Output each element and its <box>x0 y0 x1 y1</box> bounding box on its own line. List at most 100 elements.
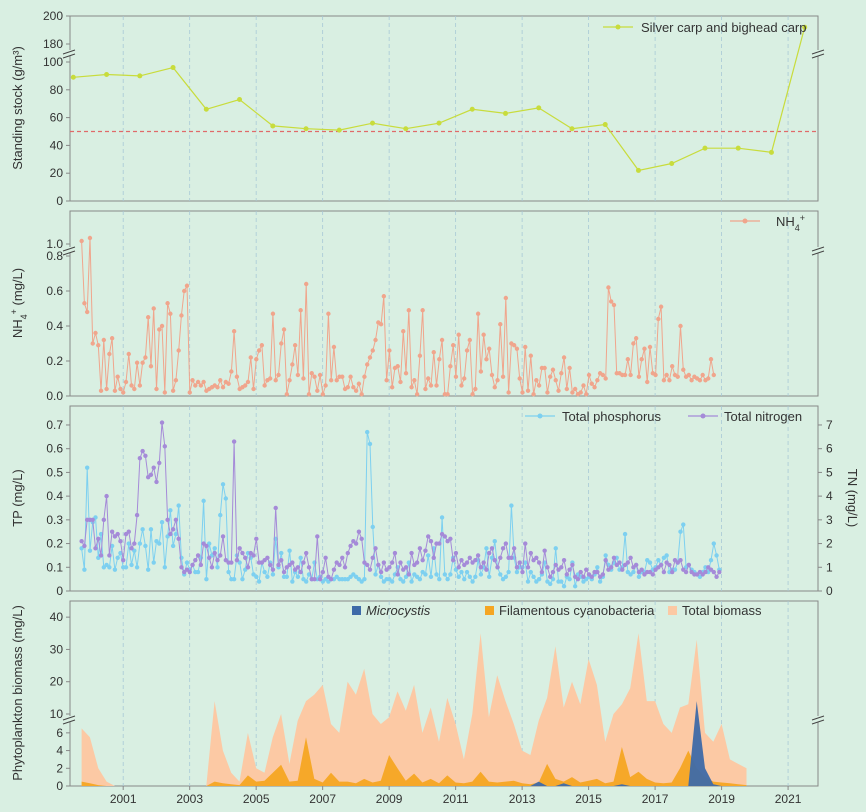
nh4-point <box>190 378 195 383</box>
tp-point <box>462 576 467 582</box>
tp-point <box>567 576 572 582</box>
tn-point <box>703 569 708 575</box>
fish-point <box>336 127 342 133</box>
axis-break-mark <box>811 715 825 721</box>
tp-point <box>270 572 276 577</box>
panel-standing-stock: 0 20 40 60 80 100 180 200 Standing stock (g/m³)… <box>10 9 825 208</box>
tn-point <box>714 574 719 579</box>
tn-point <box>617 560 622 565</box>
tn-point <box>417 546 423 551</box>
nh4-point <box>143 355 148 360</box>
nh4-point <box>148 364 154 369</box>
nh4-point <box>586 372 592 378</box>
tn-point <box>589 574 594 579</box>
tn-point <box>298 569 303 575</box>
tn-point <box>503 541 509 546</box>
nh4-point <box>439 337 445 343</box>
nh4-point <box>661 378 667 383</box>
nh4-point <box>500 374 506 379</box>
tp-point <box>373 572 378 577</box>
nh4-point <box>326 311 331 316</box>
y-tick-label: 0 <box>56 584 63 598</box>
y-axis-ticks: 0.0 0.2 0.4 0.6 0.81.0 <box>46 237 825 403</box>
filamentous-area <box>81 737 747 786</box>
fish-point <box>669 160 675 166</box>
nh4-point <box>401 329 406 334</box>
nh4-point <box>453 374 459 379</box>
tn-point <box>414 560 420 565</box>
nh4-point <box>653 372 658 378</box>
tp-point <box>484 546 489 551</box>
tn-point <box>281 569 287 575</box>
nh4-point <box>470 392 475 397</box>
legend-marker <box>615 24 621 30</box>
axis-break-gap <box>66 247 74 253</box>
tp-point <box>284 574 290 579</box>
tn-point <box>478 565 484 570</box>
nh4-point <box>426 376 431 381</box>
y-tick-label: 20 <box>50 166 64 180</box>
nh4-point <box>79 238 84 244</box>
nh4-point <box>362 374 367 379</box>
tp-point <box>223 496 229 501</box>
y-tick-label: 0.6 <box>46 284 63 298</box>
nh4-point <box>243 383 248 388</box>
tn-point <box>118 538 123 544</box>
nh4-point <box>121 390 126 395</box>
legend-label: Filamentous cyanobacteria <box>499 603 655 618</box>
nh4-point <box>553 378 558 383</box>
tp-point <box>195 569 201 575</box>
nh4-point <box>517 376 522 381</box>
nh4-point <box>559 371 564 376</box>
nh4-point <box>273 378 278 383</box>
tn-point <box>428 538 434 544</box>
tn-point <box>231 439 237 444</box>
fish-point <box>137 73 143 79</box>
tn-point <box>132 541 137 546</box>
nh4-line <box>81 237 715 397</box>
nh4-point <box>592 385 597 390</box>
nh4-point <box>173 378 179 383</box>
tp-point <box>298 555 303 560</box>
tp-point <box>295 574 301 579</box>
nh4-point <box>82 301 87 306</box>
nh4-point <box>315 388 320 393</box>
tn-point <box>389 560 395 565</box>
nh4-point <box>226 381 231 386</box>
nh4-point <box>301 376 306 381</box>
nh4-point <box>134 360 140 365</box>
nh4-point <box>686 372 692 378</box>
tn-point <box>101 517 107 523</box>
nh4-point <box>115 374 120 379</box>
nh4-point <box>450 343 456 348</box>
nh4-point <box>367 355 373 360</box>
tn-point <box>195 553 201 558</box>
y-label-nh: NH <box>10 319 25 338</box>
axis-break-gap <box>814 716 822 722</box>
tn-point <box>683 569 689 575</box>
y-tick-label: 20 <box>50 675 64 689</box>
nh4-point <box>473 386 478 392</box>
axis-break-mark <box>62 715 76 721</box>
nh4-point <box>270 311 276 316</box>
tn-point <box>392 550 398 556</box>
tp-point <box>184 560 190 565</box>
tp-point <box>559 579 564 584</box>
nh4-point <box>584 392 589 397</box>
nh4-point <box>589 381 594 386</box>
tn-point <box>323 555 328 560</box>
nh4-point <box>561 355 567 360</box>
tn-point <box>98 553 104 558</box>
fish-point <box>469 106 475 112</box>
tp-point <box>636 574 642 579</box>
tp-point <box>367 441 373 447</box>
tn-point <box>165 517 170 523</box>
tp-point <box>509 503 514 508</box>
tp-point <box>290 579 295 584</box>
axis-break-gap <box>66 50 74 56</box>
tp-point <box>148 527 154 532</box>
legend-tp: Total phosphorus <box>525 409 662 424</box>
tn-point <box>306 565 312 570</box>
tn-point <box>193 557 198 563</box>
nh4-point <box>328 378 334 383</box>
